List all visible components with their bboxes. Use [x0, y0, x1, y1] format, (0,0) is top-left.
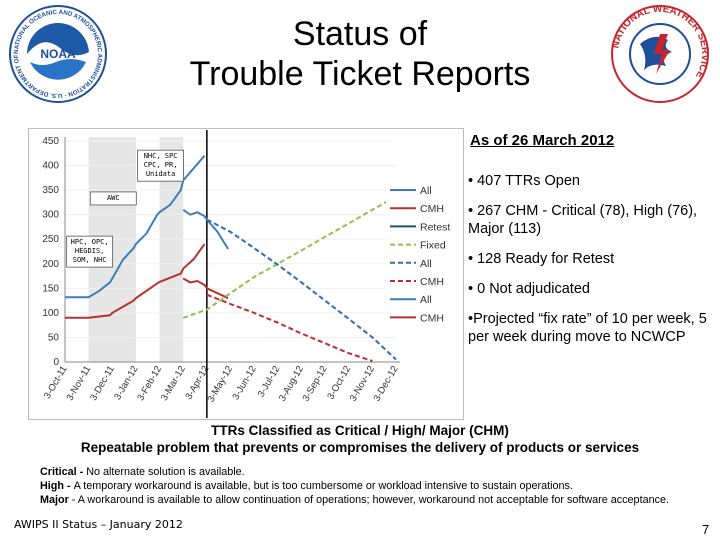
page-title: Status of Trouble Ticket Reports [150, 14, 570, 94]
footer-text: AWIPS II Status – January 2012 [14, 518, 183, 531]
y-tick-label: 100 [42, 308, 59, 319]
annotation-box-2 [66, 235, 114, 268]
annotation-1: AWC [107, 194, 120, 202]
annotation-box-1 [89, 191, 137, 206]
y-tick-label: 50 [48, 332, 60, 343]
series-lines [65, 155, 397, 362]
definition-high: High - A temporary workaround is availab… [40, 480, 573, 492]
annotation-box-0 [137, 149, 184, 182]
definition-major: Major - A workaround is available to all… [40, 494, 669, 506]
y-tick-label: 300 [42, 210, 59, 221]
definitions: Critical - No alternate solution is avai… [40, 465, 710, 507]
bullet-fix-rate: •Projected “fix rate” of 10 per week, 5 … [468, 311, 707, 345]
bullet-chm: • 267 CHM - Critical (78), High (76), Ma… [468, 203, 698, 237]
series-fixed-dashed-5 [182, 195, 397, 319]
noaa-logo: NATIONAL OCEANIC AND ATMOSPHERIC ADMINIS… [8, 4, 107, 103]
y-tick-label: 250 [42, 234, 59, 245]
legend: All CMH Retest Fixed All CMH All CMH [386, 182, 456, 334]
caption-line-1: TTRs Classified as Critical / High/ Majo… [211, 423, 509, 438]
ttr-chart: 0501001502002503003504004503-Oct-113-Nov… [42, 130, 456, 418]
legend-label-4: All [420, 258, 432, 270]
as-of-date: As of 26 March 2012 [470, 132, 615, 149]
legend-label-3: Fixed [420, 240, 446, 252]
y-tick-label: 400 [42, 161, 59, 172]
annotation-0: NHC, SPC CPC, PR, Unidata [144, 152, 178, 178]
legend-label-6: All [420, 294, 432, 306]
title-line-1: Status of [292, 15, 428, 53]
y-tick-label: 350 [42, 185, 59, 196]
annotation-2: HPC, OPC, HEGDIS, SOM, NHC [71, 238, 109, 264]
nws-logo: NATIONAL WEATHER SERVICE [610, 4, 710, 103]
bullet-open: • 407 TTRs Open [468, 173, 580, 189]
legend-label-2: Retest [420, 221, 450, 233]
series-all-solid-0 [65, 155, 206, 299]
noaa-center-text: NOAA [40, 47, 76, 61]
y-tick-label: 0 [53, 357, 59, 368]
legend-label-1: CMH [420, 203, 444, 215]
bullet-retest: • 128 Ready for Retest [468, 251, 615, 267]
legend-label-0: All [420, 185, 432, 197]
series-cmh-solid-3 [182, 277, 229, 300]
series-cmh-solid-2 [65, 243, 206, 319]
caption-line-2: Repeatable problem that prevents or comp… [80, 440, 640, 455]
y-tick-label: 450 [42, 136, 59, 147]
definition-critical: Critical - No alternate solution is avai… [40, 466, 245, 478]
y-tick-label: 150 [42, 283, 59, 294]
page-number: 7 [702, 522, 710, 537]
series-all-solid-1 [182, 208, 229, 250]
y-tick-label: 200 [42, 259, 59, 270]
title-line-2: Trouble Ticket Reports [189, 55, 531, 93]
legend-label-7: CMH [420, 312, 444, 324]
bullet-not-adjudicated: • 0 Not adjudicated [468, 281, 590, 297]
series-cmh-dashed-7 [206, 293, 373, 362]
status-bullets: • 407 TTRs Open • 267 CHM - Critical (78… [468, 172, 713, 358]
chm-caption: TTRs Classified as Critical / High/ Majo… [40, 422, 680, 456]
series-all-dashed-6 [206, 218, 397, 361]
annotations: NHC, SPC CPC, PR, Unidata AWC HPC, OPC, HEGDI… [66, 149, 184, 268]
legend-label-5: CMH [420, 276, 444, 288]
